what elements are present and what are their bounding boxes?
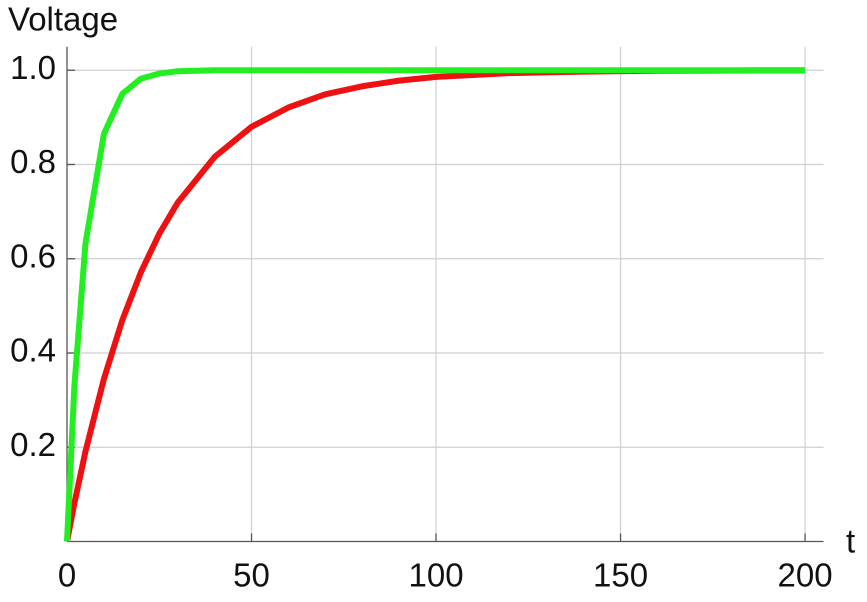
- x-tick-label: 0: [58, 557, 76, 594]
- x-tick-label: 200: [778, 557, 833, 594]
- y-tick-label: 0.8: [10, 143, 56, 180]
- y-axis-label: Voltage: [8, 1, 118, 38]
- x-tick-label: 50: [233, 557, 270, 594]
- y-tick-label: 1.0: [10, 49, 56, 86]
- x-axis-label: t: [846, 523, 855, 560]
- line: [64, 67, 806, 542]
- x-tick-label: 150: [593, 557, 648, 594]
- x-tick-label: 100: [408, 557, 463, 594]
- y-tick-label: 0.6: [10, 237, 56, 274]
- y-tick-label: 0.2: [10, 426, 56, 463]
- y-tick-label: 0.4: [10, 332, 56, 369]
